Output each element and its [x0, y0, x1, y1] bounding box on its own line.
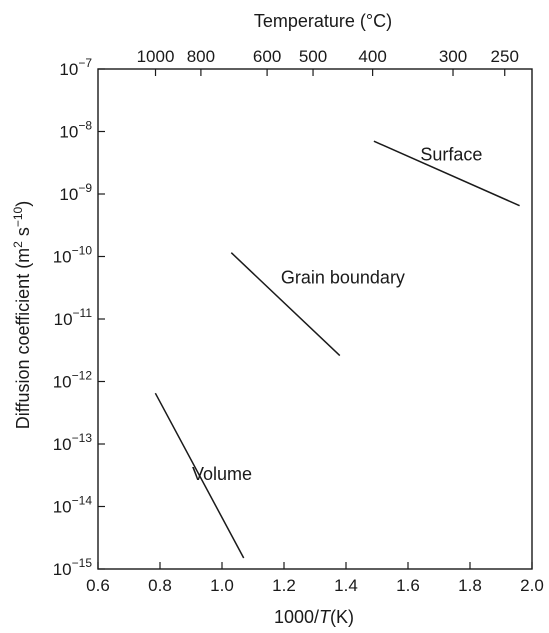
y-tick-base: 10 — [54, 310, 73, 329]
top-axis-title: Temperature (°C) — [254, 11, 392, 31]
y-axis-title-mid: s — [13, 227, 33, 241]
top-tick-label: 250 — [491, 47, 519, 66]
y-tick-label: 10−11 — [54, 306, 93, 329]
y-tick-base: 10 — [59, 60, 78, 79]
y-tick-label: 10−7 — [59, 56, 92, 79]
x-tick-label: 1.8 — [458, 576, 482, 595]
x-axis-title-unit: (K) — [330, 607, 354, 627]
y-tick-base: 10 — [53, 373, 72, 392]
top-tick-label: 800 — [187, 47, 215, 66]
x-axis: 0.6 0.8 1.0 1.2 1.4 1.6 1.8 2.0 — [86, 562, 544, 595]
y-tick-label: 10−9 — [59, 181, 92, 204]
plot-frame — [97, 68, 533, 570]
x-axis-title-variable: T — [319, 607, 332, 627]
y-tick-base: 10 — [59, 185, 78, 204]
top-tick-label: 1000 — [137, 47, 175, 66]
y-tick-exponent: −13 — [72, 431, 93, 445]
x-tick-label: 1.0 — [210, 576, 234, 595]
y-axis: 10−710−810−910−1010−1110−1210−1310−1410−… — [53, 56, 105, 579]
y-axis-title-sup2: −10 — [11, 206, 25, 227]
x-tick-label: 1.4 — [334, 576, 358, 595]
y-tick-exponent: −10 — [72, 244, 93, 258]
y-axis-title-text: Diffusion coefficient (m — [13, 248, 33, 429]
y-tick-exponent: −12 — [72, 369, 93, 383]
y-tick-base: 10 — [53, 248, 72, 267]
top-tick-label: 500 — [299, 47, 327, 66]
top-tick-label: 400 — [358, 47, 386, 66]
series-line — [230, 252, 341, 357]
y-tick-label: 10−15 — [53, 556, 93, 579]
y-tick-base: 10 — [59, 123, 78, 142]
y-tick-base: 10 — [53, 498, 72, 517]
series-line — [373, 140, 520, 207]
y-tick-exponent: −14 — [72, 494, 93, 508]
series-group: Surface Grain boundary Volume — [154, 140, 520, 559]
y-axis-title: Diffusion coefficient (m2 s−10) — [11, 201, 33, 429]
y-tick-exponent: −15 — [72, 556, 93, 570]
y-tick-exponent: −9 — [78, 181, 92, 195]
y-tick-label: 10−12 — [53, 369, 93, 392]
series-label: Volume — [192, 464, 252, 484]
x-tick-label: 2.0 — [520, 576, 544, 595]
top-tick-label: 300 — [439, 47, 467, 66]
y-tick-label: 10−10 — [53, 244, 93, 267]
x-tick-label: 1.2 — [272, 576, 296, 595]
y-axis-title-sup1: 2 — [11, 241, 25, 248]
x-axis-title-prefix: 1000/ — [274, 607, 319, 627]
top-tick-label: 600 — [253, 47, 281, 66]
y-tick-label: 10−13 — [53, 431, 93, 454]
series-label: Grain boundary — [281, 268, 405, 288]
y-tick-label: 10−8 — [59, 119, 92, 142]
y-tick-exponent: −7 — [78, 56, 92, 70]
x-tick-label: 1.6 — [396, 576, 420, 595]
x-tick-label: 0.8 — [148, 576, 172, 595]
y-tick-exponent: −11 — [73, 306, 93, 320]
series-label: Surface — [420, 144, 482, 164]
top-temperature-axis: 1000 800 600 500 400 300 250 — [137, 47, 519, 76]
series-line — [154, 392, 245, 559]
y-tick-base: 10 — [53, 560, 72, 579]
y-tick-label: 10−14 — [53, 494, 93, 517]
y-tick-base: 10 — [53, 435, 72, 454]
y-tick-exponent: −8 — [78, 119, 92, 133]
x-tick-label: 0.6 — [86, 576, 110, 595]
x-axis-title: 1000/T(K) — [274, 607, 354, 627]
y-axis-title-end: ) — [13, 201, 33, 207]
